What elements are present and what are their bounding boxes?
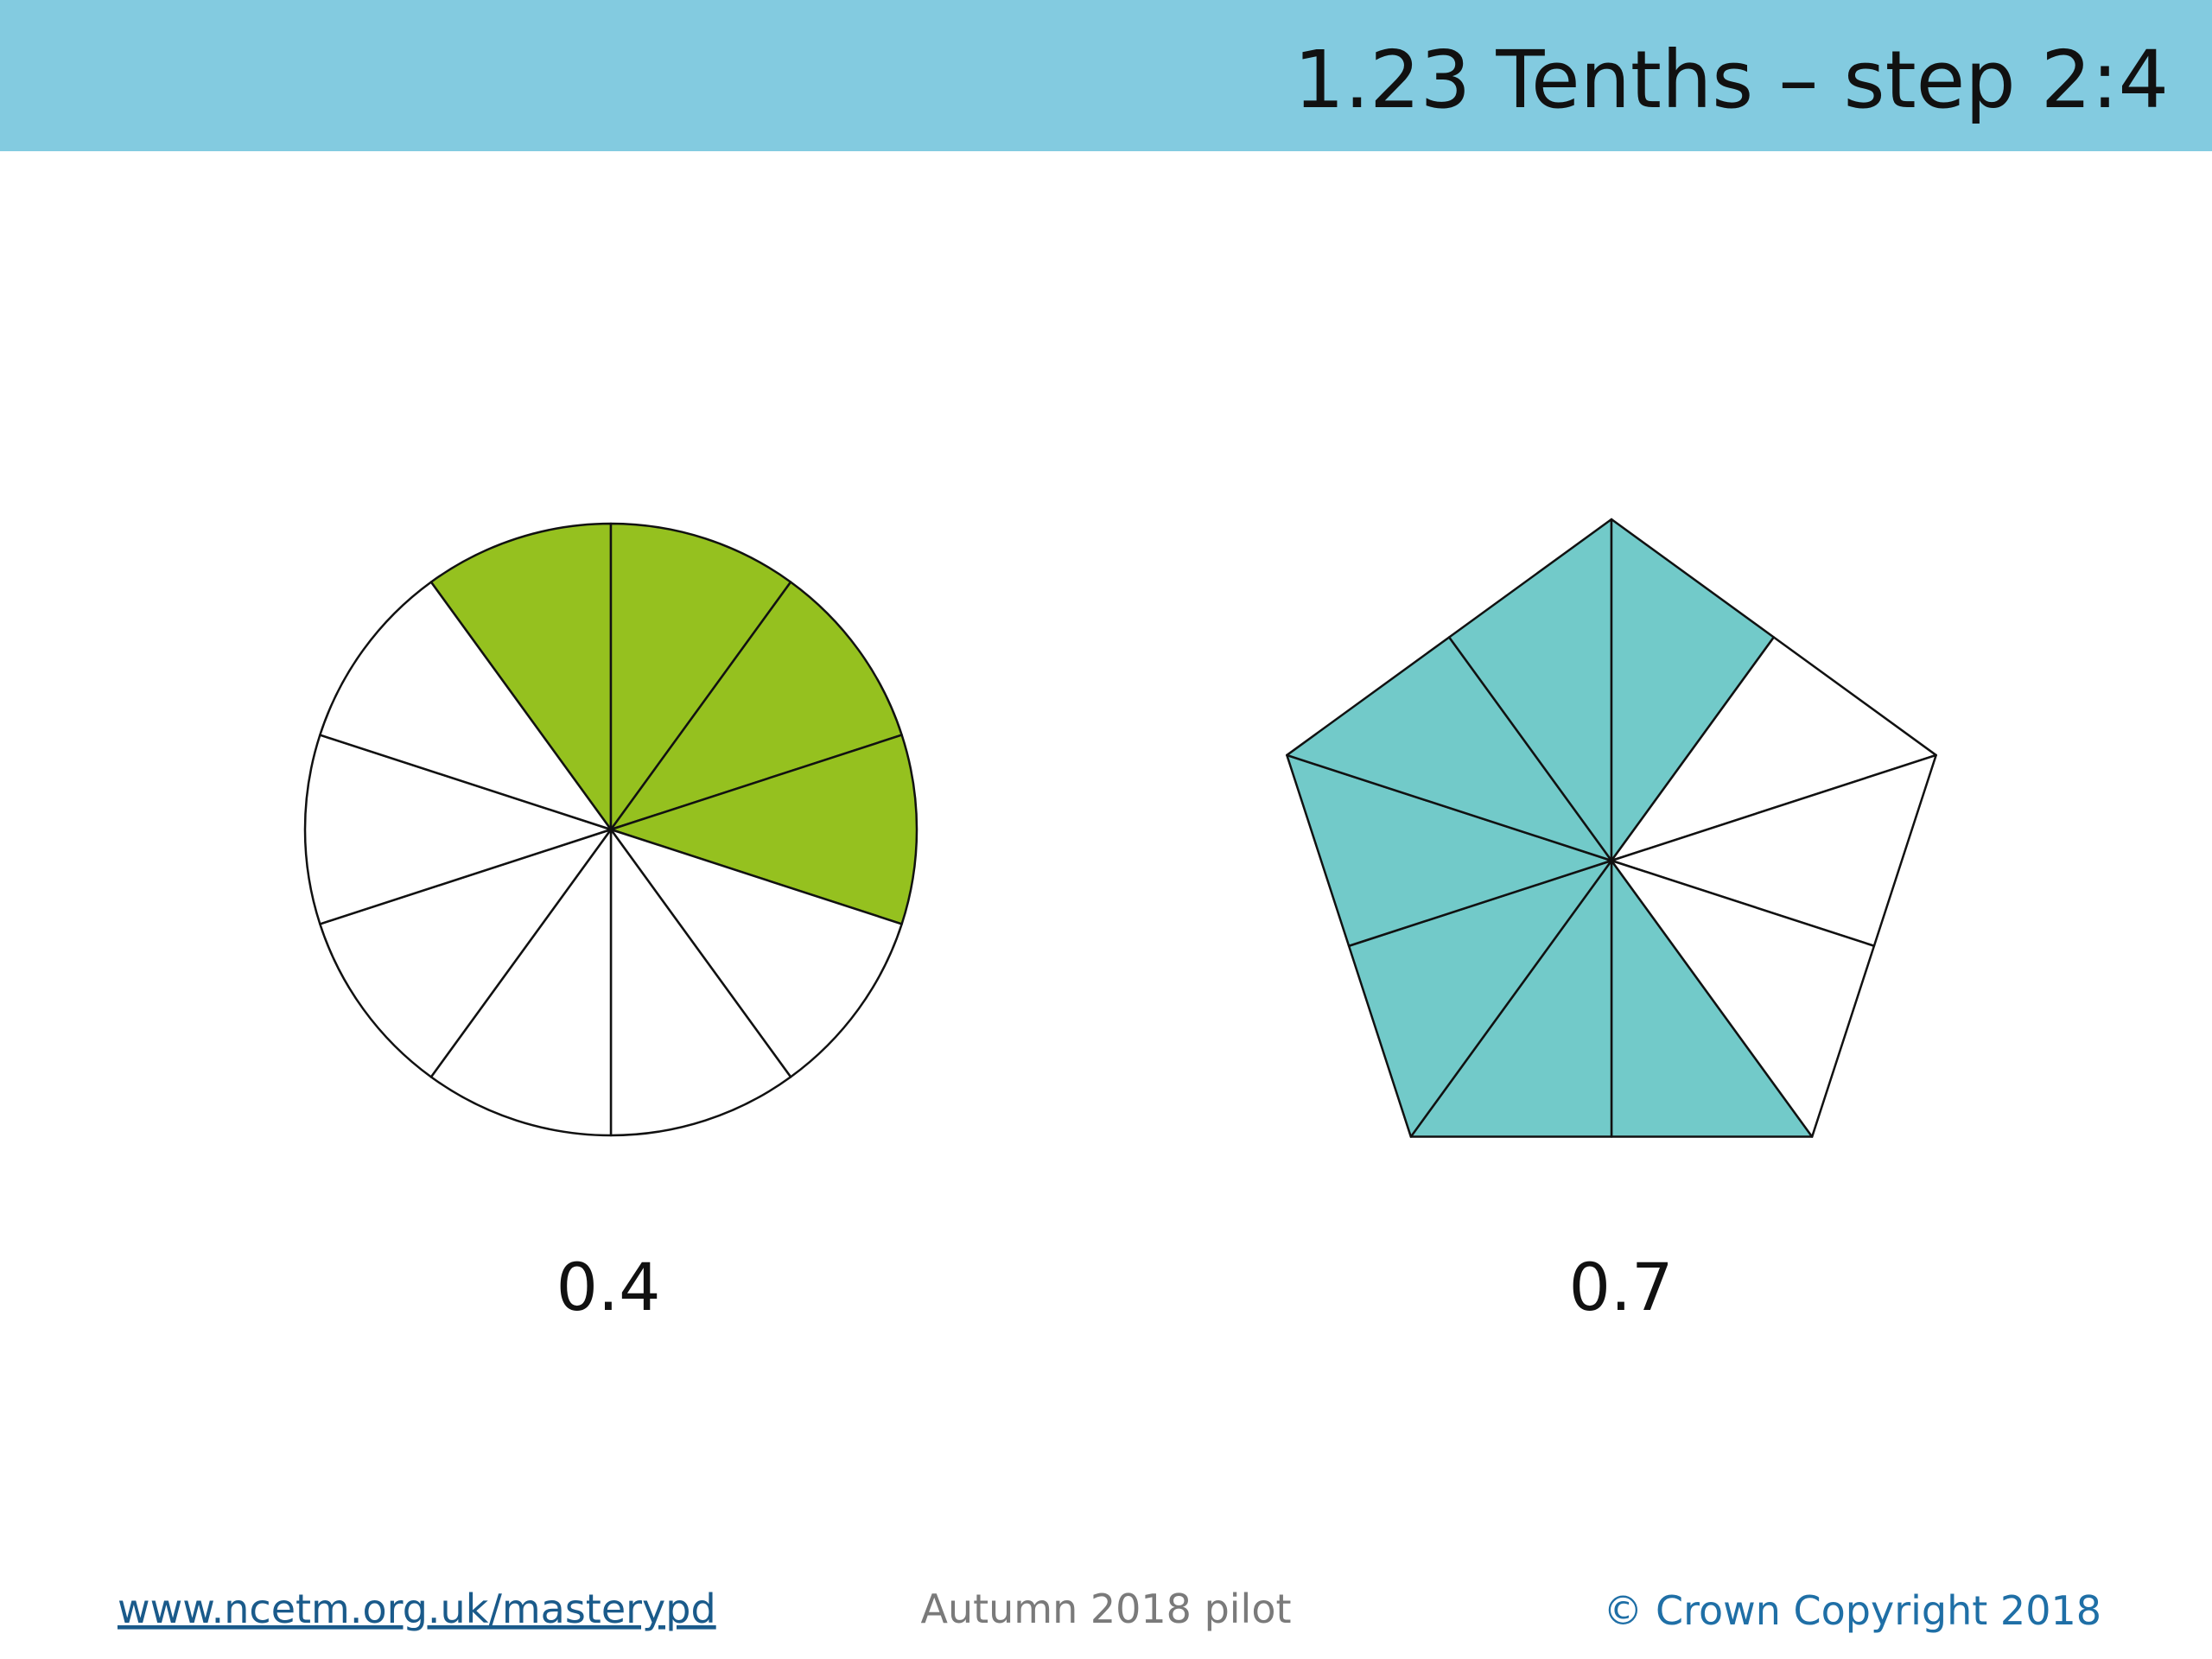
- header-bar: [0, 0, 2212, 151]
- tenth-segment: [609, 522, 792, 831]
- tenth-segment: [609, 828, 792, 1137]
- figures: 0.4 0.7: [303, 518, 1937, 1325]
- tenth-segment: [1610, 859, 1876, 1138]
- tenth-segment: [609, 828, 903, 1078]
- tenth-segment: [429, 522, 613, 831]
- footer-link[interactable]: www.ncetm.org.uk/masterypd: [118, 1586, 716, 1632]
- fraction-label: 0.7: [1569, 1249, 1674, 1325]
- tenth-segment: [609, 581, 903, 831]
- tenth-segment: [319, 581, 613, 831]
- footer-copyright: © Crown Copyright 2018: [1603, 1587, 2101, 1634]
- footer-note: Autumn 2018 pilot: [920, 1586, 1291, 1632]
- fraction-label: 0.4: [556, 1249, 661, 1325]
- tenth-segment: [429, 828, 613, 1137]
- tenth-segment: [319, 828, 613, 1078]
- tenth-segment: [609, 734, 918, 925]
- tenth-segment: [303, 734, 613, 925]
- header-title: 1.23 Tenths – step 2:4: [1294, 34, 2169, 126]
